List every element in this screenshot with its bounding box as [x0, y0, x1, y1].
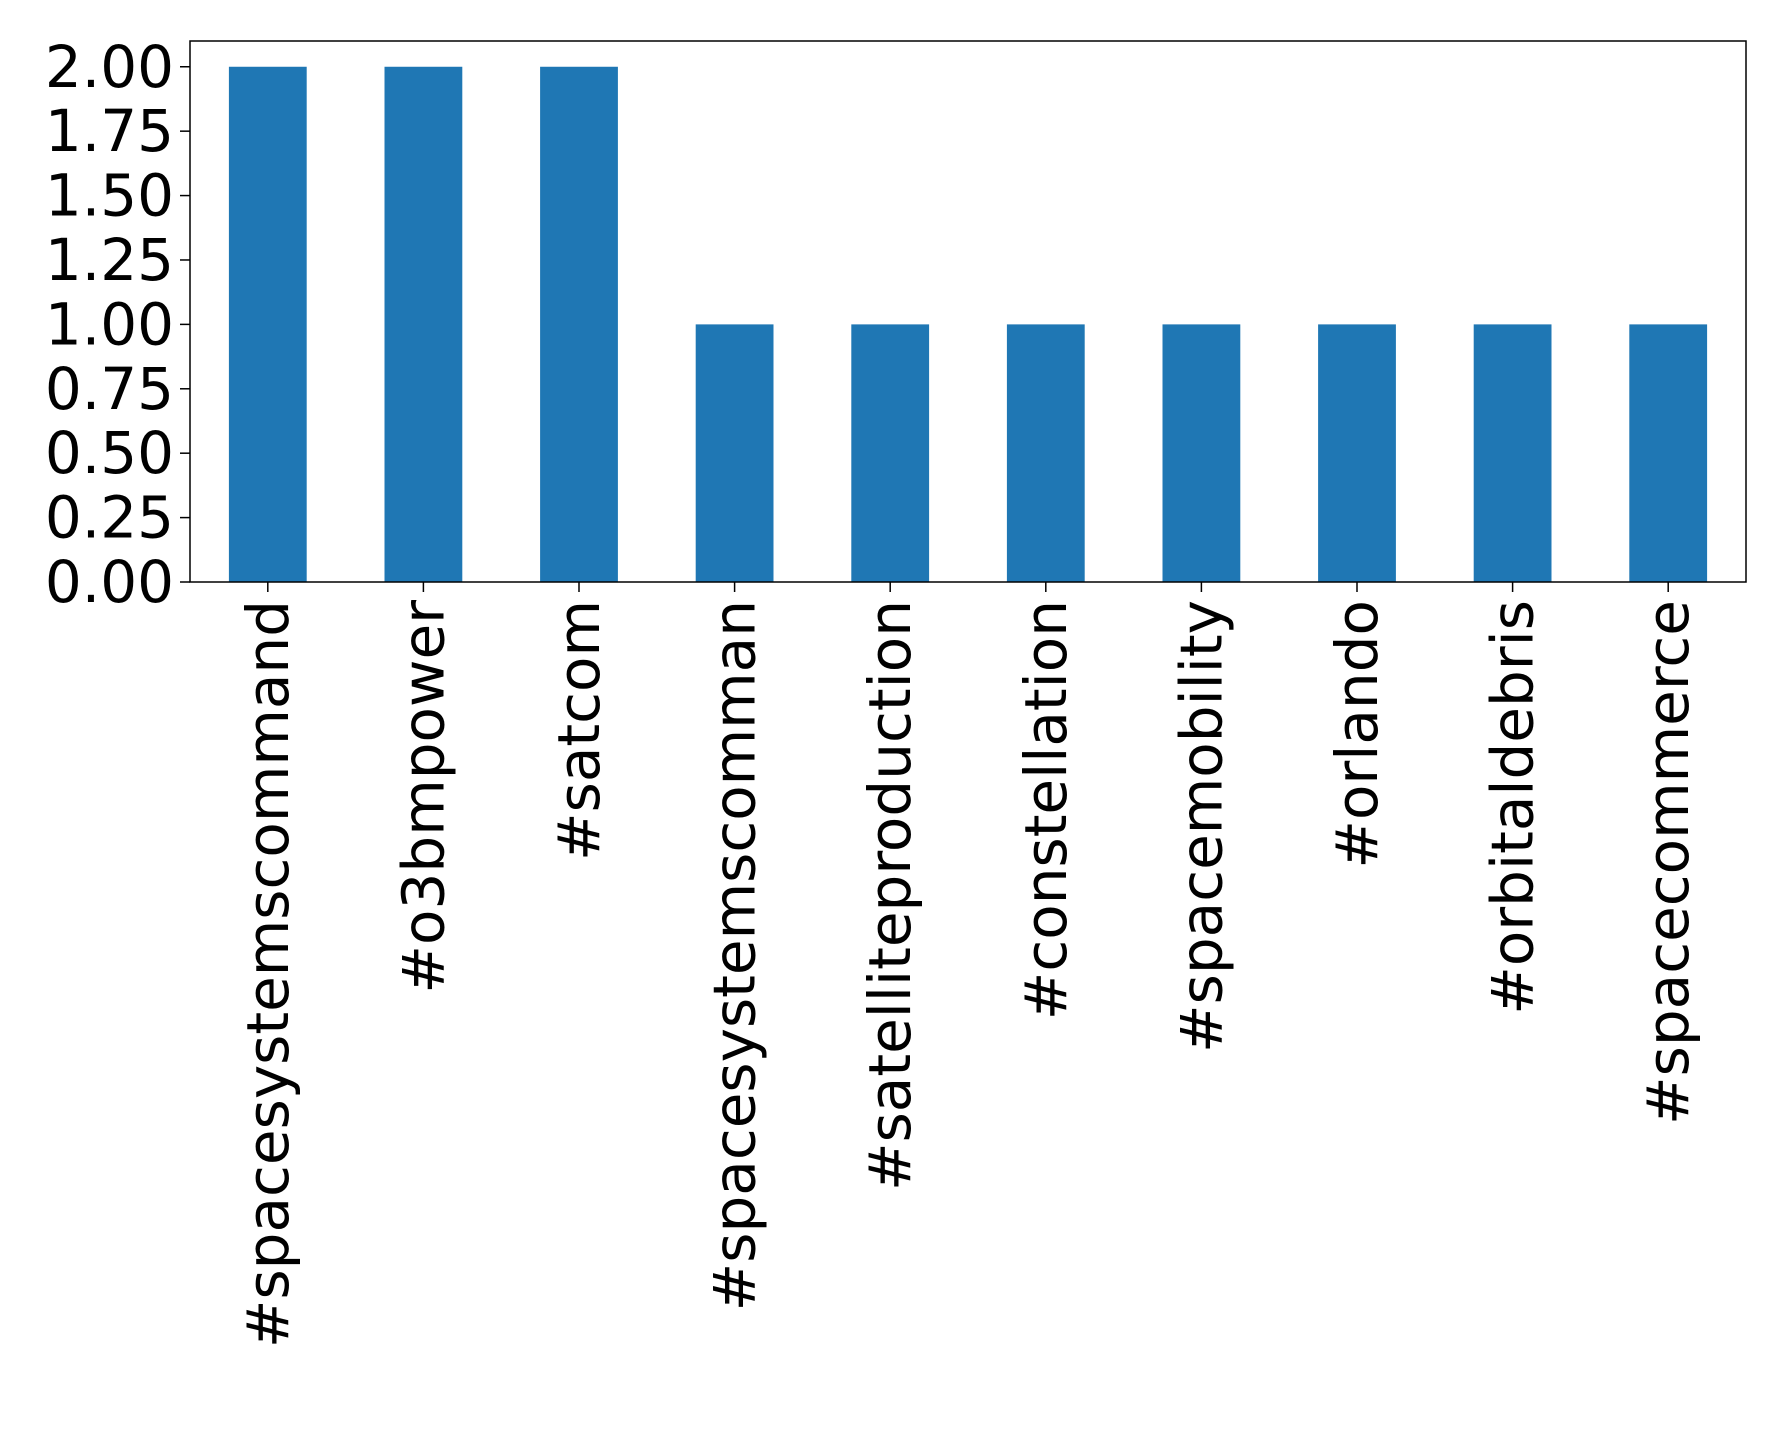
y-axis-ticks: 0.000.250.500.751.001.251.501.752.00 — [45, 33, 190, 616]
x-tick-label: #spacesystemscommand — [234, 600, 302, 1348]
x-tick-label: #o3bmpower — [389, 600, 457, 994]
y-tick-label: 2.00 — [45, 33, 174, 101]
bar-orbitaldebris — [1473, 324, 1552, 582]
bars-layer — [228, 66, 1708, 582]
bar-orlando — [1318, 324, 1396, 582]
y-tick-label: 0.50 — [45, 419, 174, 487]
y-tick-label: 0.00 — [45, 548, 174, 616]
x-axis-ticks: #spacesystemscommand #o3bmpower #satcom #sp… — [234, 582, 1702, 1348]
y-tick-label: 1.75 — [45, 97, 174, 165]
plot-frame — [189, 40, 1747, 583]
y-tick-label: 1.00 — [45, 290, 174, 358]
x-tick-label: #satcom — [545, 600, 613, 861]
x-tick-label: #constellation — [1012, 600, 1080, 1020]
bar-spacemobility — [1162, 324, 1241, 582]
bar-spacesystemscommand — [228, 66, 307, 582]
y-tick-label: 1.50 — [45, 162, 174, 230]
bar-spacecommerce — [1629, 324, 1708, 582]
x-tick-label: #satelliteproduction — [856, 600, 924, 1191]
y-tick-label: 1.25 — [45, 226, 174, 294]
bar-constellation — [1006, 324, 1085, 582]
x-tick-label: #orbitaldebris — [1479, 600, 1547, 1015]
bar-satelliteproduction — [851, 324, 930, 582]
y-tick-label: 0.25 — [45, 484, 174, 552]
bar-spacesystemscomman — [695, 324, 774, 582]
y-tick-label: 0.75 — [45, 355, 174, 423]
axis-layer — [189, 40, 1747, 583]
bar-o3bmpower — [384, 66, 463, 582]
x-tick-label: #spacemobility — [1167, 600, 1235, 1053]
x-tick-label: #spacesystemscomman — [701, 600, 769, 1311]
x-tick-label: #spacecommerce — [1634, 600, 1702, 1125]
bar-satcom — [540, 66, 618, 582]
x-tick-label: #orlando — [1323, 600, 1391, 869]
